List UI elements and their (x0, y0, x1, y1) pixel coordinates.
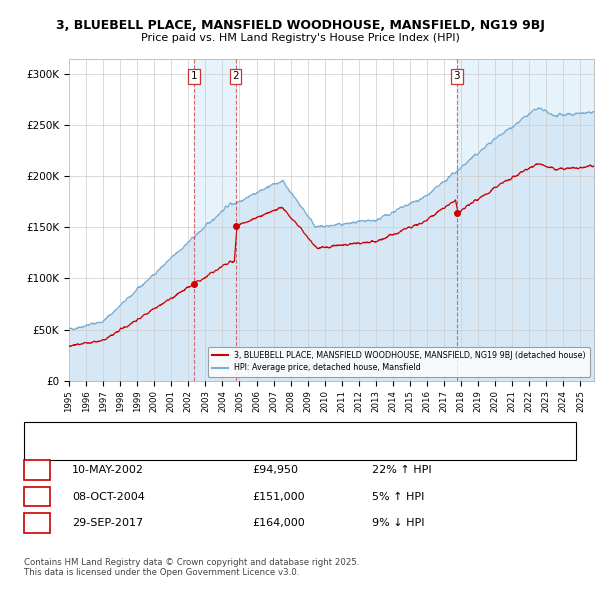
Text: 5% ↑ HPI: 5% ↑ HPI (372, 492, 424, 502)
Text: 2: 2 (232, 71, 239, 81)
Text: £164,000: £164,000 (252, 519, 305, 528)
Text: 22% ↑ HPI: 22% ↑ HPI (372, 466, 431, 475)
Text: Price paid vs. HM Land Registry's House Price Index (HPI): Price paid vs. HM Land Registry's House … (140, 33, 460, 42)
Text: 3: 3 (454, 71, 460, 81)
Text: 1: 1 (34, 466, 41, 475)
Text: 1: 1 (191, 71, 197, 81)
Text: HPI: Average price, detached house, Mansfield: HPI: Average price, detached house, Mans… (42, 445, 253, 455)
Text: £151,000: £151,000 (252, 492, 305, 502)
Text: Contains HM Land Registry data © Crown copyright and database right 2025.
This d: Contains HM Land Registry data © Crown c… (24, 558, 359, 577)
Text: 08-OCT-2004: 08-OCT-2004 (72, 492, 145, 502)
Text: 3, BLUEBELL PLACE, MANSFIELD WOODHOUSE, MANSFIELD, NG19 9BJ: 3, BLUEBELL PLACE, MANSFIELD WOODHOUSE, … (56, 19, 544, 32)
Text: 3, BLUEBELL PLACE, MANSFIELD WOODHOUSE, MANSFIELD, NG19 9BJ (detached house): 3, BLUEBELL PLACE, MANSFIELD WOODHOUSE, … (42, 425, 439, 434)
Text: 10-MAY-2002: 10-MAY-2002 (72, 466, 144, 475)
Text: 3: 3 (34, 519, 41, 528)
Text: 29-SEP-2017: 29-SEP-2017 (72, 519, 143, 528)
Text: 2: 2 (34, 492, 41, 502)
Text: £94,950: £94,950 (252, 466, 298, 475)
Legend: 3, BLUEBELL PLACE, MANSFIELD WOODHOUSE, MANSFIELD, NG19 9BJ (detached house), HP: 3, BLUEBELL PLACE, MANSFIELD WOODHOUSE, … (208, 348, 590, 376)
Bar (194, 59, 236, 381)
Text: 9% ↓ HPI: 9% ↓ HPI (372, 519, 425, 528)
Bar (457, 59, 594, 381)
